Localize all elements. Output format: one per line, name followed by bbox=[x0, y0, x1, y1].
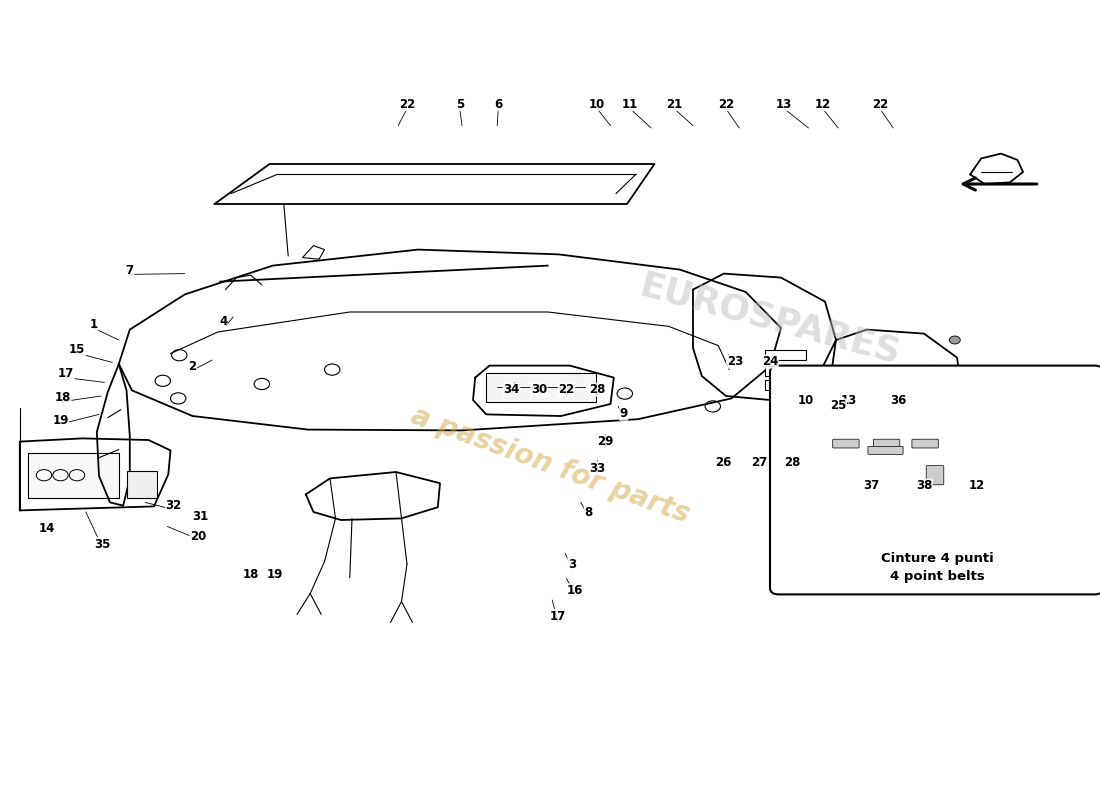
Text: 17: 17 bbox=[58, 367, 74, 380]
Text: 34: 34 bbox=[504, 383, 519, 396]
FancyBboxPatch shape bbox=[764, 380, 806, 390]
Text: 23: 23 bbox=[727, 355, 742, 368]
Text: a passion for parts: a passion for parts bbox=[407, 402, 693, 529]
Text: 27: 27 bbox=[751, 456, 767, 469]
Text: 20: 20 bbox=[190, 530, 206, 542]
Text: 5: 5 bbox=[455, 98, 464, 110]
Text: 19: 19 bbox=[267, 568, 283, 581]
Text: 10: 10 bbox=[799, 394, 814, 406]
FancyBboxPatch shape bbox=[486, 373, 596, 402]
Text: 37: 37 bbox=[864, 479, 879, 492]
FancyBboxPatch shape bbox=[912, 439, 938, 448]
FancyBboxPatch shape bbox=[126, 471, 157, 498]
Text: 35: 35 bbox=[95, 538, 110, 550]
Text: 33: 33 bbox=[590, 462, 605, 474]
Text: 1: 1 bbox=[89, 318, 98, 330]
Text: 31: 31 bbox=[192, 510, 208, 522]
Text: 24: 24 bbox=[762, 355, 778, 368]
FancyBboxPatch shape bbox=[868, 446, 903, 454]
Text: 13: 13 bbox=[842, 394, 857, 406]
Text: 4: 4 bbox=[219, 315, 228, 328]
Text: 11: 11 bbox=[623, 98, 638, 110]
Text: 22: 22 bbox=[718, 98, 734, 110]
Text: 13: 13 bbox=[777, 98, 792, 110]
Circle shape bbox=[949, 336, 960, 344]
Text: 18: 18 bbox=[55, 391, 70, 404]
Text: 7: 7 bbox=[125, 264, 134, 277]
Text: 28: 28 bbox=[590, 383, 605, 396]
Text: 4 point belts: 4 point belts bbox=[890, 570, 984, 582]
FancyBboxPatch shape bbox=[926, 466, 944, 485]
Text: 22: 22 bbox=[872, 98, 888, 110]
Circle shape bbox=[949, 428, 960, 436]
Text: 3: 3 bbox=[568, 558, 576, 570]
Text: 18: 18 bbox=[243, 568, 258, 581]
FancyBboxPatch shape bbox=[764, 350, 806, 360]
Text: 25: 25 bbox=[830, 399, 846, 412]
FancyBboxPatch shape bbox=[833, 439, 859, 448]
Text: 14: 14 bbox=[40, 522, 55, 534]
Text: 17: 17 bbox=[550, 610, 565, 622]
Text: Cinture 4 punti: Cinture 4 punti bbox=[881, 552, 993, 565]
Text: 12: 12 bbox=[815, 98, 830, 110]
Text: 6: 6 bbox=[494, 98, 503, 110]
Text: 19: 19 bbox=[53, 414, 68, 426]
Text: 28: 28 bbox=[784, 456, 800, 469]
Text: 22: 22 bbox=[399, 98, 415, 110]
Text: EUROSPARES: EUROSPARES bbox=[636, 269, 904, 371]
Text: 21: 21 bbox=[667, 98, 682, 110]
Text: 2: 2 bbox=[188, 360, 197, 373]
Text: 29: 29 bbox=[597, 435, 613, 448]
Text: 15: 15 bbox=[69, 343, 85, 356]
FancyBboxPatch shape bbox=[770, 366, 1100, 594]
Text: 8: 8 bbox=[584, 506, 593, 518]
Text: 9: 9 bbox=[619, 407, 628, 420]
Text: 10: 10 bbox=[590, 98, 605, 110]
Text: 36: 36 bbox=[891, 394, 906, 406]
FancyBboxPatch shape bbox=[764, 366, 806, 376]
Text: 16: 16 bbox=[568, 584, 583, 597]
Text: 30: 30 bbox=[531, 383, 547, 396]
Text: 22: 22 bbox=[559, 383, 574, 396]
Text: 38: 38 bbox=[916, 479, 932, 492]
FancyBboxPatch shape bbox=[873, 439, 900, 448]
Text: 12: 12 bbox=[969, 479, 984, 492]
Text: 985: 985 bbox=[910, 361, 1004, 423]
FancyBboxPatch shape bbox=[28, 453, 119, 498]
Text: 26: 26 bbox=[716, 456, 732, 469]
Text: 32: 32 bbox=[166, 499, 182, 512]
